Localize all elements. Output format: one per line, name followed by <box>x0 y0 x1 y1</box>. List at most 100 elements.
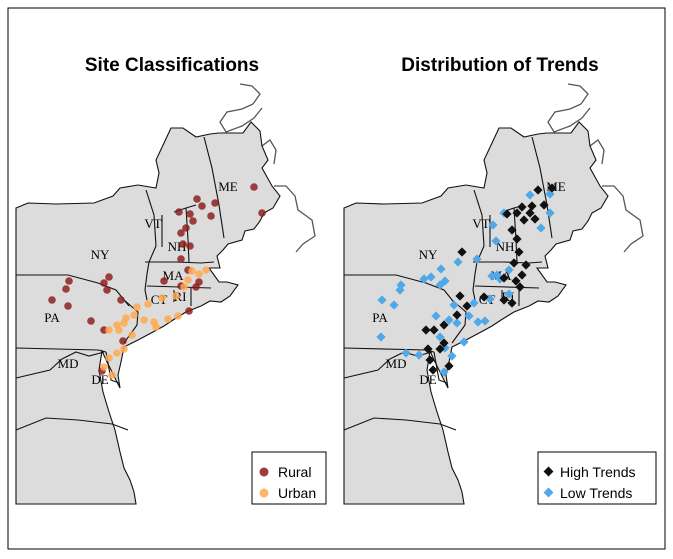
urban-site-marker <box>202 266 210 274</box>
high-trend-marker <box>439 338 449 348</box>
state-label-vt: VT <box>472 216 489 231</box>
low-trend-marker <box>377 295 387 305</box>
high-trend-marker <box>499 273 509 283</box>
high-trend-marker <box>519 215 529 225</box>
urban-legend-icon <box>259 488 269 498</box>
low-trend-marker <box>469 298 479 308</box>
rural-site-marker <box>185 307 193 315</box>
high-trend-marker <box>499 295 509 305</box>
rural-site-marker <box>175 208 183 216</box>
low-trend-marker <box>488 220 498 230</box>
high-trend-marker <box>509 258 519 268</box>
high-trend-marker <box>512 208 522 218</box>
coastline-2 <box>261 139 277 165</box>
low-trend-marker <box>504 289 514 299</box>
state-label-de: DE <box>419 372 436 387</box>
coastline-0 <box>219 83 263 133</box>
high-trend-marker <box>517 270 527 280</box>
low-trend-marker <box>536 223 546 233</box>
state-border-3 <box>474 285 540 289</box>
coastline-1 <box>602 185 644 253</box>
low-trend-marker <box>453 257 463 267</box>
rural-site-marker <box>177 255 185 263</box>
low-trend-marker <box>426 272 436 282</box>
rural-site-marker <box>192 283 200 291</box>
rural-site-marker <box>207 212 215 220</box>
rural-site-marker <box>100 279 108 287</box>
legend: High Trends Low Trends <box>537 451 657 505</box>
low-trend-marker <box>473 317 483 327</box>
panel-site-classifications: Site Classifications MEVTNHNYMACTRIPAMDD… <box>15 55 327 505</box>
state-label-md: MD <box>58 356 79 371</box>
urban-site-marker <box>100 363 108 371</box>
rural-site-marker <box>211 199 219 207</box>
high-trend-marker <box>428 365 438 375</box>
low-trend-marker <box>440 276 450 286</box>
rural-site-marker <box>250 183 258 191</box>
state-border-10 <box>451 299 467 344</box>
state-border-9 <box>203 136 225 239</box>
high-trend-marker <box>514 247 524 257</box>
rural-site-marker <box>48 296 56 304</box>
low-trend-marker <box>504 265 514 275</box>
state-border-0 <box>344 274 458 307</box>
state-label-me: ME <box>218 179 238 194</box>
urban-site-marker <box>195 270 203 278</box>
state-label-ny: NY <box>419 247 438 262</box>
legend-label-low-trends: Low Trends <box>560 485 632 501</box>
panel-distribution-of-trends: Distribution of Trends MEVTNHNYMACTRIPAM… <box>343 55 657 505</box>
low-trend-marker <box>464 311 474 321</box>
state-label-nh: NH <box>496 239 515 254</box>
state-label-vt: VT <box>144 216 161 231</box>
rural-site-marker <box>87 317 95 325</box>
urban-site-marker <box>108 371 116 379</box>
coastline-2 <box>589 139 605 165</box>
high-trend-marker <box>521 260 531 270</box>
high-trend-marker <box>517 202 527 212</box>
coastline-0 <box>547 83 591 133</box>
state-border-14 <box>343 417 457 431</box>
high-trend-marker <box>539 200 549 210</box>
high-trend-marker <box>511 276 521 286</box>
urban-site-marker <box>180 283 188 291</box>
low-trends-legend-icon <box>543 487 554 498</box>
legend: Rural Urban <box>251 451 327 505</box>
low-trend-marker <box>491 236 501 246</box>
low-trend-marker <box>435 332 445 342</box>
urban-site-marker <box>105 326 113 334</box>
low-trend-marker <box>395 285 405 295</box>
low-trend-marker <box>444 315 454 325</box>
state-label-pa: PA <box>372 310 388 325</box>
high-trend-marker <box>425 355 435 365</box>
rural-legend-icon <box>259 467 269 477</box>
rural-site-marker <box>119 337 127 345</box>
state-border-9 <box>531 136 553 239</box>
rural-site-marker <box>117 296 125 304</box>
low-trend-marker <box>545 208 555 218</box>
low-trend-marker <box>431 311 441 321</box>
rural-site-marker <box>62 285 70 293</box>
urban-site-marker <box>130 311 138 319</box>
legend-label-urban: Urban <box>278 485 316 501</box>
high-trends-legend-icon <box>543 466 554 477</box>
rural-site-marker <box>177 229 185 237</box>
state-border-14 <box>15 417 129 431</box>
state-border-0 <box>16 274 130 307</box>
rural-site-marker <box>179 240 187 248</box>
rural-site-marker <box>193 195 201 203</box>
state-border-2 <box>145 261 215 264</box>
urban-site-marker <box>158 294 166 302</box>
high-trend-marker <box>512 234 522 244</box>
legend-label-rural: Rural <box>278 464 311 480</box>
rural-site-marker <box>189 217 197 225</box>
high-trend-marker <box>530 214 540 224</box>
state-label-pa: PA <box>44 310 60 325</box>
low-trend-marker <box>401 348 411 358</box>
high-trend-marker <box>527 201 537 211</box>
rural-site-marker <box>198 202 206 210</box>
trend-markers <box>376 183 557 377</box>
high-trend-marker <box>462 301 472 311</box>
rural-site-marker <box>65 277 73 285</box>
urban-site-marker <box>105 354 113 362</box>
rural-site-marker <box>160 277 168 285</box>
